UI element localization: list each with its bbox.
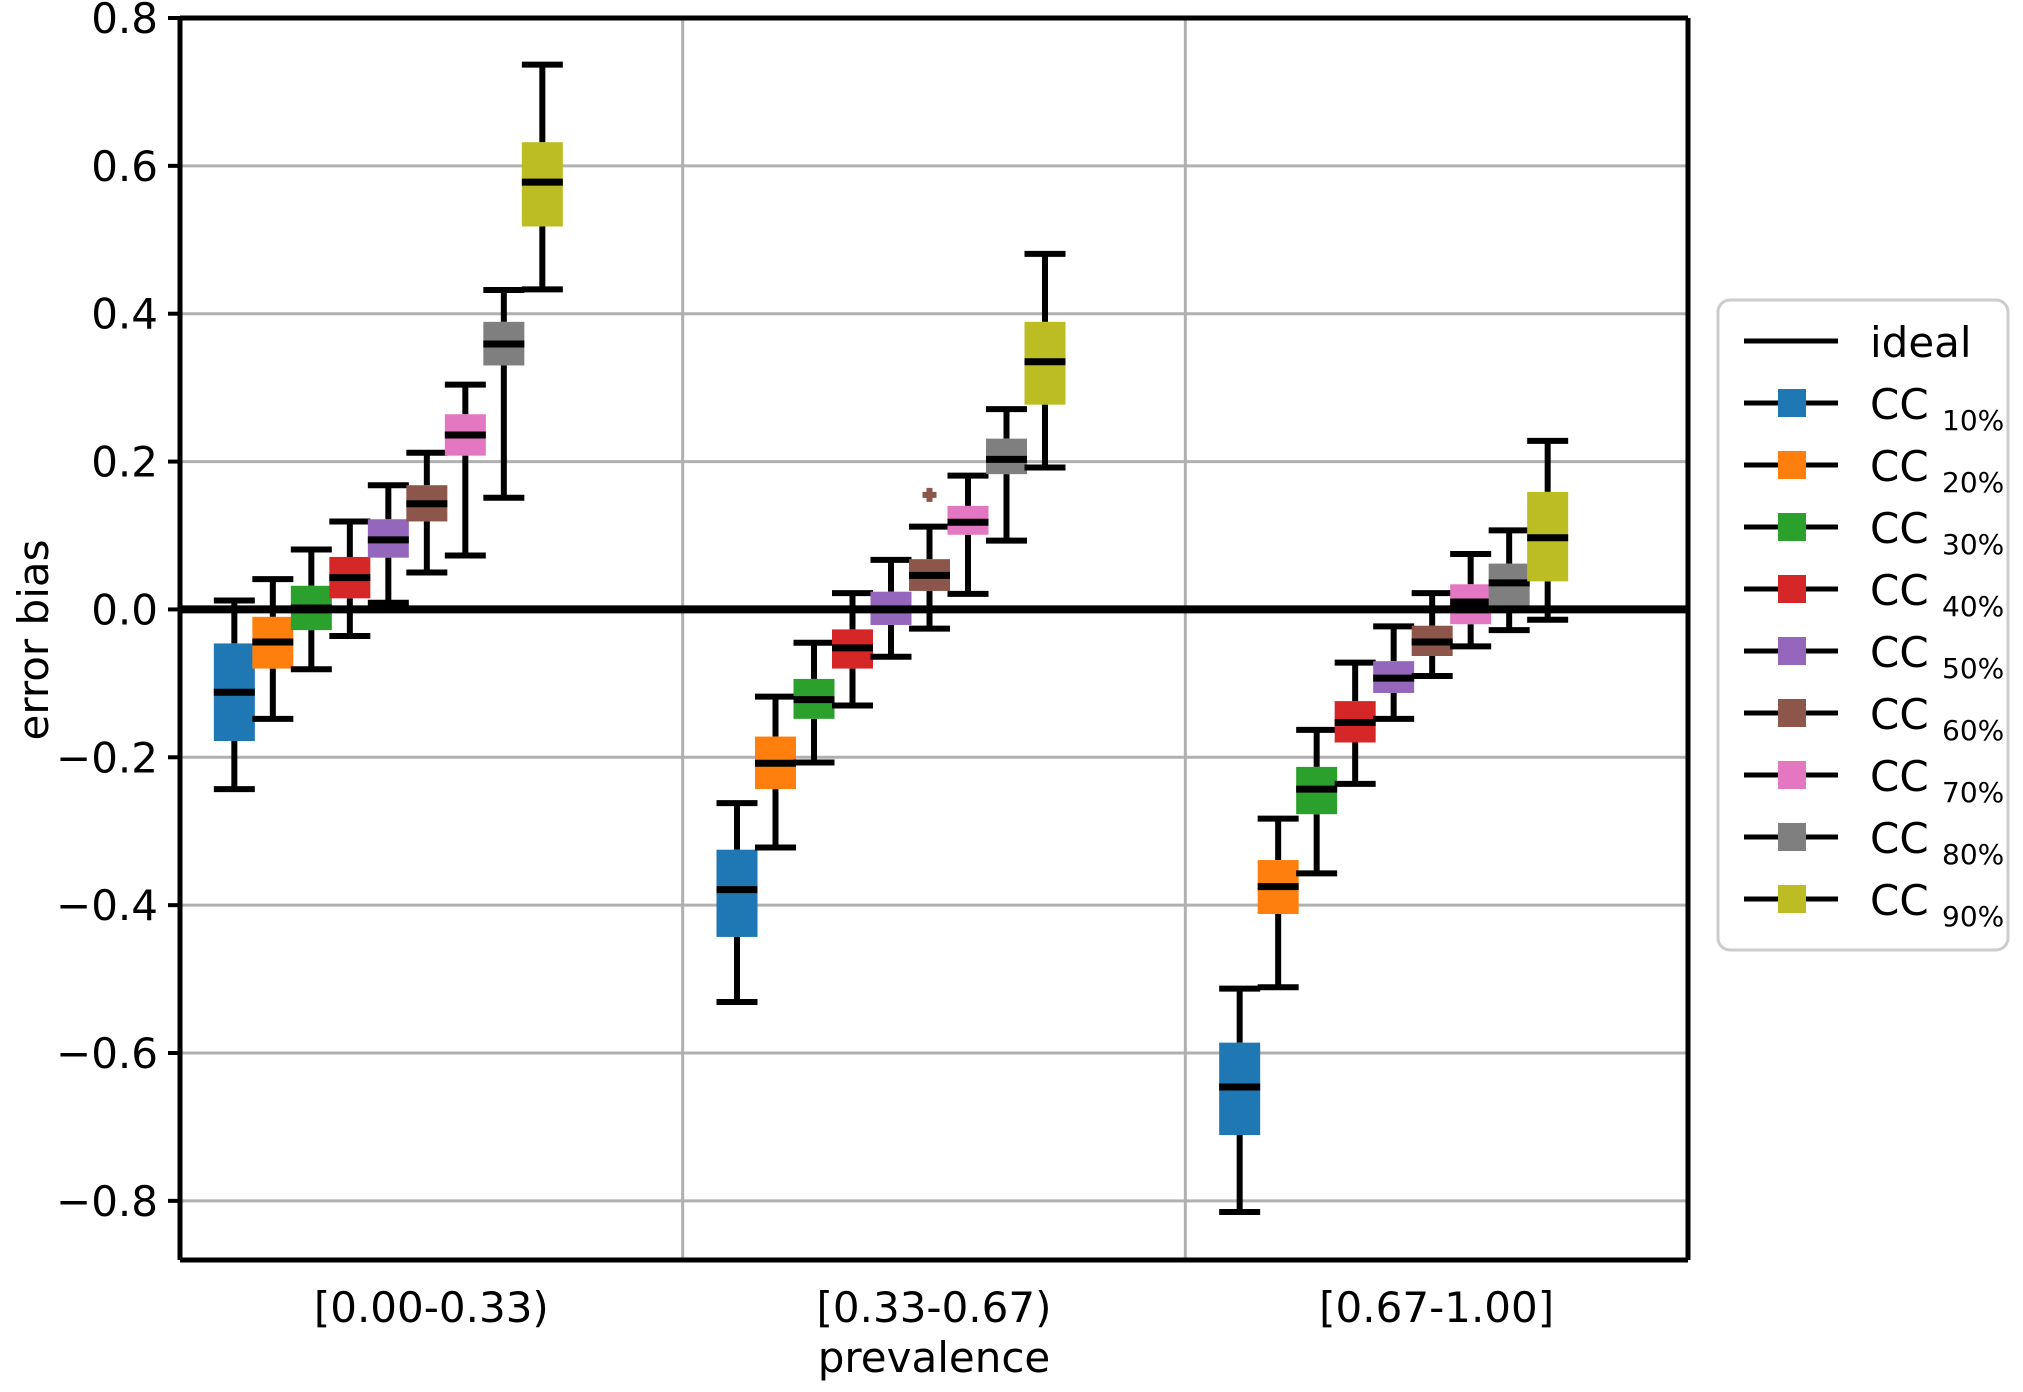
legend-item-cc30[interactable]: CC 30% <box>1744 504 2004 561</box>
legend-item-cc10[interactable]: CC 10% <box>1744 380 2004 437</box>
legend-item-cc40[interactable]: CC 40% <box>1744 566 2004 623</box>
legend-color-swatch <box>1778 885 1806 913</box>
box-cc20%-group3[interactable] <box>1257 815 1299 991</box>
legend-item-cc60[interactable]: CC 60% <box>1744 690 2004 747</box>
legend-label: ideal <box>1870 318 1972 367</box>
legend-color-swatch <box>1778 451 1806 479</box>
y-tick-label: −0.6 <box>56 1029 158 1078</box>
legend-color-swatch <box>1778 637 1806 665</box>
legend-label-subscript: 10% <box>1942 404 2004 437</box>
box-cc50%-group1[interactable] <box>367 482 409 606</box>
box-cc40%-group1[interactable] <box>329 518 371 640</box>
x-tick-label: [0.00-0.33) <box>314 1283 549 1332</box>
grid-lines <box>180 16 1688 1260</box>
y-tick-label: 0.8 <box>91 0 158 43</box>
box-cc40%-group2[interactable] <box>832 590 873 709</box>
box-cc80%-group1[interactable] <box>483 287 525 501</box>
box-rect[interactable] <box>716 849 758 937</box>
x-tick-label: [0.67-1.00] <box>1319 1283 1554 1332</box>
legend-item-cc90[interactable]: CC 90% <box>1744 876 2004 933</box>
axes-spines <box>177 15 1691 1263</box>
legend-label: CC <box>1870 814 1929 863</box>
x-axis-ticks: [0.00-0.33) [0.33-0.67) [0.67-1.00] <box>314 1283 1554 1332</box>
box-cc70%-group3[interactable] <box>1450 550 1492 650</box>
y-tick-label: −0.4 <box>56 881 158 930</box>
legend-label-subscript: 50% <box>1942 652 2004 685</box>
legend-label-subscript: 20% <box>1942 466 2004 499</box>
y-tick-label: 0.6 <box>91 142 158 191</box>
legend-color-swatch <box>1778 699 1806 727</box>
axis-labels: error bias prevalence <box>9 540 1050 1382</box>
y-tick-label: −0.8 <box>56 1177 158 1226</box>
box-cc10%-group1[interactable] <box>213 597 255 793</box>
legend-color-swatch <box>1778 389 1806 417</box>
y-tick-label: 0.0 <box>91 585 158 634</box>
legend-label: CC <box>1870 442 1929 491</box>
x-axis-label: prevalence <box>818 1333 1051 1382</box>
box-cc80%-group2[interactable] <box>986 406 1027 544</box>
legend-label-subscript: 40% <box>1942 590 2004 623</box>
legend-color-swatch <box>1778 575 1806 603</box>
legend-item-cc50[interactable]: CC 50% <box>1744 628 2004 685</box>
legend-label-subscript: 90% <box>1942 900 2004 933</box>
box-cc50%-group3[interactable] <box>1373 623 1415 722</box>
legend-label: CC <box>1870 380 1929 429</box>
legend-label-subscript: 30% <box>1942 528 2004 561</box>
legend-label: CC <box>1870 504 1929 553</box>
y-tick-label: 0.4 <box>91 290 158 339</box>
legend-label: CC <box>1870 628 1929 677</box>
x-tick-label: [0.33-0.67) <box>817 1283 1052 1332</box>
box-cc10%-group3[interactable] <box>1219 985 1261 1215</box>
box-cc80%-group3[interactable] <box>1488 527 1530 634</box>
legend-color-swatch <box>1778 513 1806 541</box>
legend-item-cc70[interactable]: CC 70% <box>1744 752 2004 809</box>
box-cc90%-group1[interactable] <box>521 61 563 293</box>
box-cc90%-group2[interactable] <box>1024 250 1066 471</box>
box-cc60%-group1[interactable] <box>406 449 448 576</box>
legend-label: CC <box>1870 566 1929 615</box>
box-cc70%-group1[interactable] <box>444 381 486 559</box>
legend-label: CC <box>1870 876 1929 925</box>
box-cc20%-group2[interactable] <box>755 693 796 851</box>
box-cc30%-group2[interactable] <box>793 639 835 766</box>
legend-label: CC <box>1870 752 1929 801</box>
legend-item-ideal[interactable]: ideal <box>1744 318 1972 367</box>
y-tick-label: 0.2 <box>91 438 158 487</box>
legend[interactable]: ideal CC 10% CC 20% CC 30% CC 40% CC 50% CC 60% CC 70%… <box>1716 298 2010 952</box>
legend-label: CC <box>1870 690 1929 739</box>
box-cc40%-group3[interactable] <box>1334 659 1376 787</box>
legend-label-subscript: 60% <box>1942 714 2004 747</box>
y-tick-label: −0.2 <box>56 733 158 782</box>
box-plot-series <box>213 61 1569 1215</box>
legend-label-subscript: 80% <box>1942 838 2004 871</box>
outlier-marker <box>922 487 937 502</box>
box-cc30%-group3[interactable] <box>1296 726 1338 877</box>
legend-item-cc20[interactable]: CC 20% <box>1744 442 2004 499</box>
box-cc10%-group2[interactable] <box>716 800 758 1005</box>
legend-item-cc80[interactable]: CC 80% <box>1744 814 2004 871</box>
legend-label-subscript: 70% <box>1942 776 2004 809</box>
legend-color-swatch <box>1778 823 1806 851</box>
y-axis-label: error bias <box>9 540 58 741</box>
y-axis-ticks: 0.8 0.6 0.4 0.2 0.0 −0.2 −0.4 −0.6 −0.8 <box>56 0 180 1226</box>
legend-color-swatch <box>1778 761 1806 789</box>
box-cc70%-group2[interactable] <box>947 472 989 597</box>
